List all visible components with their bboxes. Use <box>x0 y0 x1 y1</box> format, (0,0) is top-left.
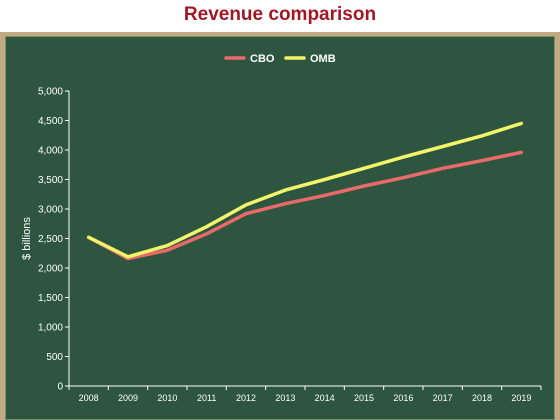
data-point-cbo <box>480 159 484 163</box>
data-point-omb <box>401 155 405 159</box>
y-tick-label: 1,500 <box>38 293 63 304</box>
data-point-cbo <box>519 150 523 154</box>
data-point-omb <box>87 235 91 239</box>
x-tick-label: 2013 <box>275 393 295 403</box>
data-point-cbo <box>283 202 287 206</box>
chart-title: Revenue comparison <box>183 4 377 25</box>
y-tick-label: 2,500 <box>38 234 63 245</box>
chart-frame <box>0 32 560 420</box>
y-tick-label: 0 <box>57 382 63 393</box>
x-tick-label: 2010 <box>157 393 177 403</box>
y-tick-label: 500 <box>46 352 63 363</box>
data-point-cbo <box>441 166 445 170</box>
legend-label-cbo: CBO <box>250 53 275 65</box>
data-point-omb <box>126 255 130 259</box>
y-tick-label: 3,000 <box>38 205 63 216</box>
y-tick-label: 3,500 <box>38 175 63 186</box>
data-point-omb <box>480 134 484 138</box>
x-tick-label: 2009 <box>118 393 138 403</box>
data-point-omb <box>519 121 523 125</box>
y-tick-label: 4,000 <box>38 146 63 157</box>
data-point-omb <box>283 188 287 192</box>
legend-label-omb: OMB <box>310 53 336 65</box>
y-tick-label: 4,500 <box>38 116 63 127</box>
data-point-omb <box>165 244 169 248</box>
x-tick-label: 2008 <box>79 393 99 403</box>
revenue-line-chart: 0 500 1,000 1,500 2,000 2,500 3,000 3,500 4,000 4… <box>21 53 542 403</box>
data-point-omb <box>362 166 366 170</box>
chart-background <box>5 36 555 420</box>
y-tick-label: 1,000 <box>38 323 63 334</box>
y-axis-label: $ billions <box>21 217 33 260</box>
data-point-cbo <box>205 232 209 236</box>
data-point-omb <box>244 203 248 207</box>
x-tick-label: 2018 <box>472 393 492 403</box>
data-point-cbo <box>165 248 169 252</box>
data-point-cbo <box>323 193 327 197</box>
x-tick-label: 2017 <box>433 393 453 403</box>
x-tick-label: 2019 <box>511 393 531 403</box>
data-point-cbo <box>362 184 366 188</box>
y-tick-label: 5,000 <box>38 87 63 98</box>
x-tick-label: 2012 <box>236 393 256 403</box>
x-tick-label: 2016 <box>393 393 413 403</box>
x-tick-label: 2011 <box>197 393 216 403</box>
data-point-omb <box>205 225 209 229</box>
data-point-omb <box>323 178 327 181</box>
series-line-omb <box>86 121 524 259</box>
x-tick-label: 2014 <box>315 393 335 403</box>
data-point-omb <box>441 144 445 148</box>
x-tick-label: 2015 <box>354 393 374 403</box>
data-point-cbo <box>401 176 405 180</box>
data-point-cbo <box>244 212 248 216</box>
y-tick-label: 2,000 <box>38 264 63 275</box>
series-line-cbo <box>86 150 524 261</box>
